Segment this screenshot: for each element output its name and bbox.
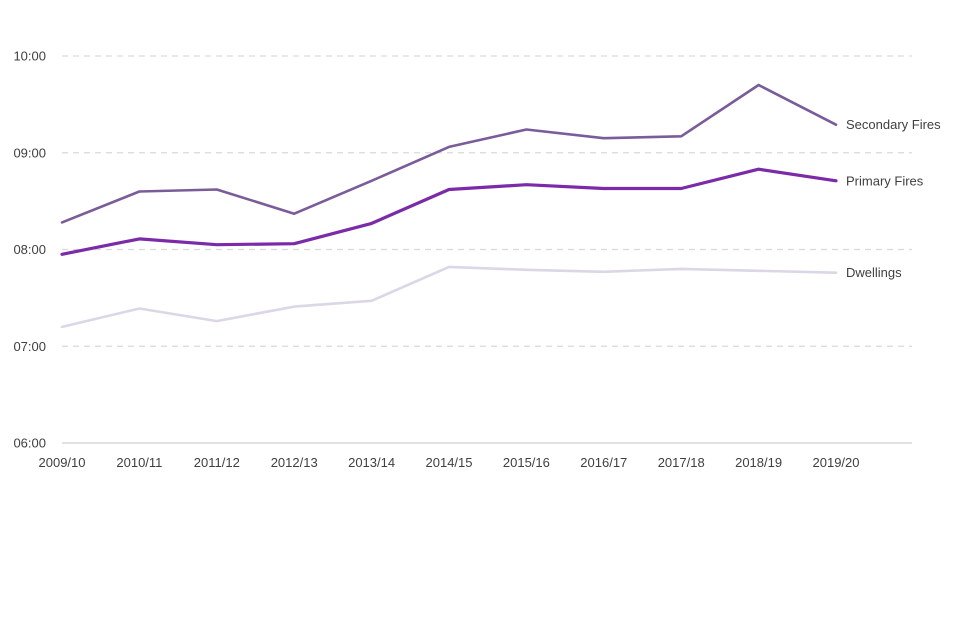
y-tick-label: 09:00 xyxy=(13,145,46,160)
x-tick-label: 2010/11 xyxy=(116,455,162,470)
series-label-dwellings: Dwellings xyxy=(846,265,902,280)
x-tick-label: 2015/16 xyxy=(503,455,550,470)
x-tick-label: 2011/12 xyxy=(194,455,240,470)
series-label-secondary-fires: Secondary Fires xyxy=(846,117,941,132)
series-line-secondary-fires xyxy=(60,83,838,224)
y-tick-label: 10:00 xyxy=(13,49,46,64)
x-axis-tick-labels: 2009/10 2010/11 2011/12 2012/13 2013/14 2014/… xyxy=(39,455,860,470)
y-tick-label: 08:00 xyxy=(13,242,46,257)
y-tick-label: 07:00 xyxy=(13,339,46,354)
x-tick-label: 2016/17 xyxy=(580,455,627,470)
x-tick-label: 2009/10 xyxy=(39,455,86,470)
y-tick-label: 06:00 xyxy=(13,436,46,451)
series-line-primary-fires xyxy=(60,167,838,256)
series-lines xyxy=(60,83,838,329)
series-label-primary-fires: Primary Fires xyxy=(846,173,924,188)
y-axis-tick-labels: 06:00 07:00 08:00 09:00 10:00 xyxy=(13,49,46,451)
x-tick-label: 2019/20 xyxy=(813,455,860,470)
gridlines xyxy=(62,55,912,347)
series-labels: Secondary Fires Primary Fires Dwellings xyxy=(846,117,941,280)
x-tick-label: 2014/15 xyxy=(426,455,473,470)
series-line-dwellings xyxy=(60,265,838,329)
x-tick-label: 2013/14 xyxy=(348,455,395,470)
x-tick-label: 2017/18 xyxy=(658,455,705,470)
x-tick-label: 2018/19 xyxy=(735,455,782,470)
x-tick-label: 2012/13 xyxy=(271,455,318,470)
